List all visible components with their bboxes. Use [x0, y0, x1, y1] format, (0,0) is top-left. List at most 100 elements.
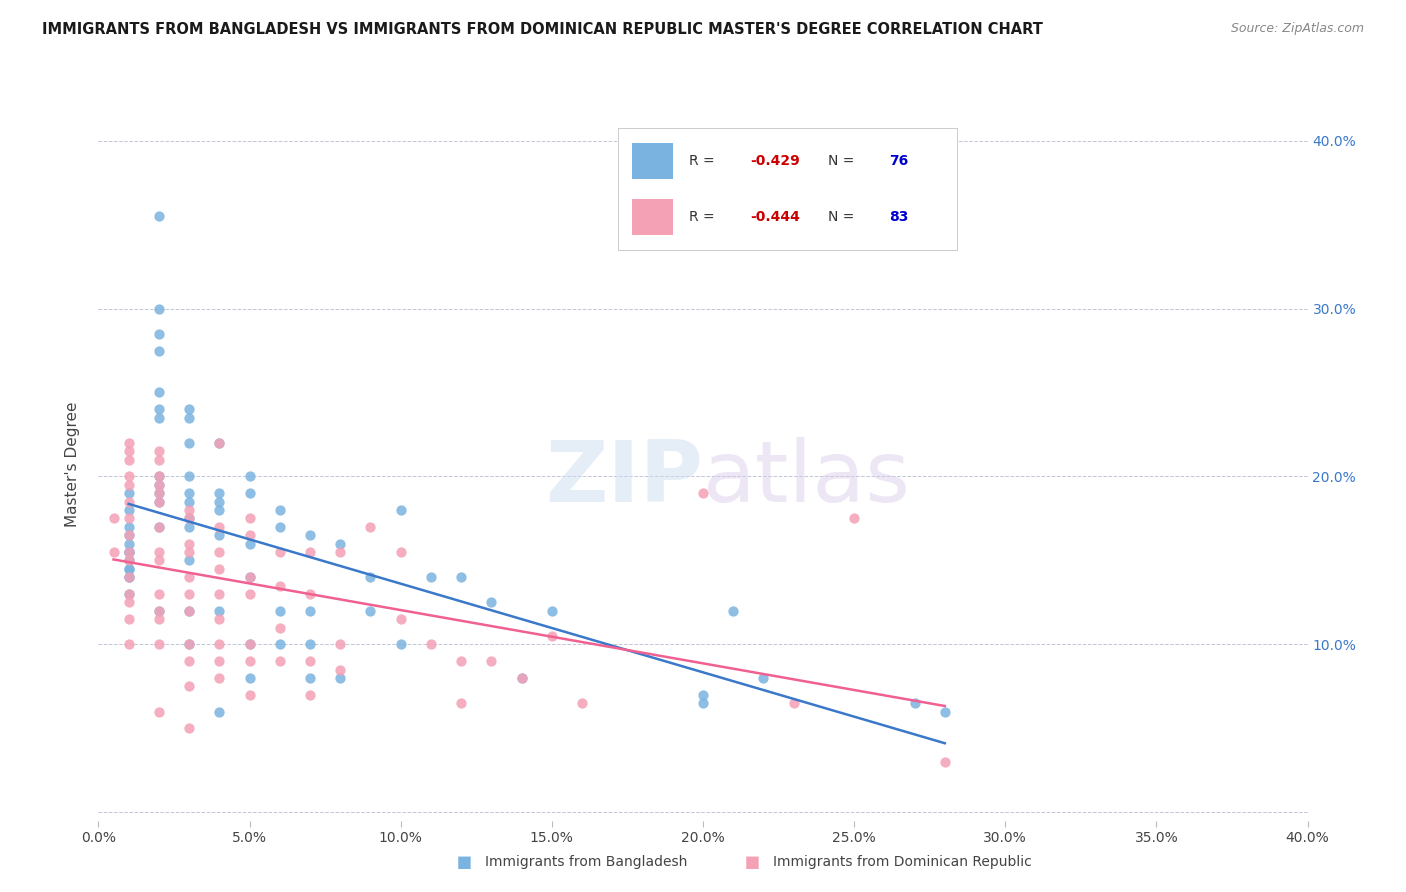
Point — [118, 545, 141, 559]
Point — [148, 343, 170, 358]
Point — [844, 511, 866, 525]
Point — [118, 444, 141, 458]
Point — [179, 604, 201, 618]
Point — [752, 671, 775, 685]
Point — [148, 469, 170, 483]
Point — [269, 578, 291, 592]
Point — [179, 486, 201, 500]
Point — [118, 587, 141, 601]
Point — [179, 553, 201, 567]
Point — [269, 545, 291, 559]
Point — [148, 301, 170, 316]
Point — [510, 671, 533, 685]
Point — [118, 520, 141, 534]
Point — [208, 486, 231, 500]
Point — [239, 570, 262, 584]
Point — [118, 536, 141, 550]
Point — [148, 553, 170, 567]
Point — [299, 587, 322, 601]
Point — [179, 536, 201, 550]
Point — [179, 520, 201, 534]
Point — [148, 520, 170, 534]
Point — [208, 637, 231, 651]
Point — [118, 528, 141, 542]
Point — [299, 688, 322, 702]
Point — [389, 545, 412, 559]
Point — [299, 528, 322, 542]
Point — [103, 511, 125, 525]
Point — [239, 570, 262, 584]
Point — [148, 494, 170, 508]
Point — [148, 637, 170, 651]
Point — [540, 629, 562, 643]
Point — [148, 604, 170, 618]
Point — [103, 545, 125, 559]
Point — [179, 494, 201, 508]
Point — [208, 562, 231, 576]
Point — [179, 410, 201, 425]
Point — [299, 545, 322, 559]
Point — [481, 595, 503, 609]
Point — [299, 654, 322, 668]
Point — [118, 511, 141, 525]
Point — [179, 511, 201, 525]
Point — [148, 402, 170, 417]
Point — [118, 612, 141, 626]
Point — [450, 570, 472, 584]
Point — [118, 545, 141, 559]
Point — [239, 511, 262, 525]
Point — [934, 705, 956, 719]
Point — [148, 385, 170, 400]
Point — [148, 478, 170, 492]
Point — [118, 553, 141, 567]
Point — [510, 671, 533, 685]
Point — [118, 637, 141, 651]
Point — [148, 612, 170, 626]
Point — [179, 570, 201, 584]
Point — [208, 612, 231, 626]
Point — [783, 696, 806, 710]
Point — [239, 587, 262, 601]
Point — [299, 637, 322, 651]
Point — [118, 528, 141, 542]
Point — [723, 604, 745, 618]
Point — [481, 654, 503, 668]
Point — [269, 503, 291, 517]
Point — [118, 545, 141, 559]
Point — [269, 621, 291, 635]
Point — [208, 503, 231, 517]
Point — [239, 469, 262, 483]
Point — [118, 478, 141, 492]
Point — [571, 696, 593, 710]
Point — [299, 604, 322, 618]
Point — [329, 637, 352, 651]
Point — [148, 486, 170, 500]
Point — [360, 520, 382, 534]
Point — [239, 486, 262, 500]
Point — [148, 486, 170, 500]
Point — [179, 511, 201, 525]
Point — [208, 705, 231, 719]
Point — [329, 663, 352, 677]
Point — [208, 654, 231, 668]
Point — [208, 671, 231, 685]
Point — [208, 435, 231, 450]
Point — [148, 469, 170, 483]
Point — [934, 755, 956, 769]
Point — [208, 520, 231, 534]
Point — [450, 654, 472, 668]
Point — [420, 570, 443, 584]
Point — [148, 444, 170, 458]
Point — [179, 402, 201, 417]
Text: Immigrants from Dominican Republic: Immigrants from Dominican Republic — [773, 855, 1032, 869]
Point — [148, 604, 170, 618]
Point — [118, 545, 141, 559]
Point — [179, 604, 201, 618]
Point — [148, 326, 170, 341]
Point — [118, 503, 141, 517]
Point — [239, 688, 262, 702]
Point — [118, 435, 141, 450]
Point — [118, 553, 141, 567]
Point — [904, 696, 927, 710]
Point — [269, 654, 291, 668]
